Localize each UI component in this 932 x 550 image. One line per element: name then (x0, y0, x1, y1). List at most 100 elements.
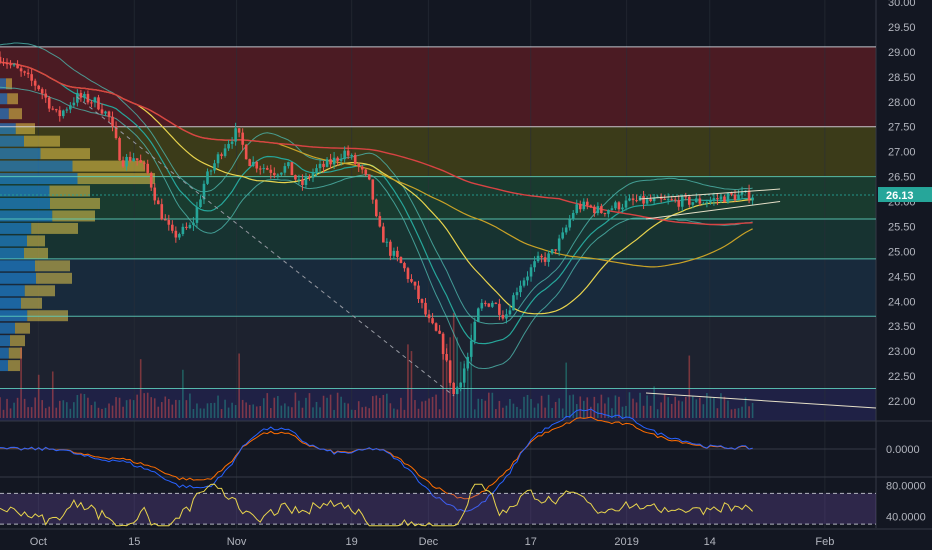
horizontal-levels[interactable] (0, 46, 876, 390)
volume-profile-up (0, 93, 8, 105)
volume-bar (677, 400, 680, 418)
volume-bar (561, 408, 564, 418)
indicator-overlays (0, 42, 753, 370)
volume-bar (44, 408, 47, 418)
candle-body (438, 330, 441, 334)
price-tick-label: 27.50 (888, 122, 916, 134)
volume-bar (417, 408, 420, 418)
rsi-line (0, 483, 753, 527)
candle-body (631, 198, 635, 201)
volume-bar (393, 408, 395, 418)
volume-bar (357, 401, 360, 418)
time-axis[interactable]: Oct 15 Nov 19 Dec 17 2019 14 Feb (30, 536, 835, 548)
candle-body (332, 157, 336, 165)
candle-body (360, 166, 364, 170)
candle-body (297, 179, 301, 181)
candle-body (227, 143, 230, 149)
channel-upper-line[interactable] (639, 188, 781, 200)
volume-profile-up (0, 210, 53, 222)
volume-bar (108, 403, 110, 418)
volume-bar (189, 393, 191, 418)
volume-bar (129, 399, 131, 418)
volume-bar (716, 408, 719, 418)
candle-body (280, 172, 283, 175)
candle-body (420, 299, 424, 303)
candle-body (603, 213, 607, 215)
candle-body (37, 85, 40, 90)
last-price-label: 26.13 (886, 190, 914, 202)
volume-bar (695, 399, 698, 418)
candle-body (673, 199, 677, 201)
price-tick-label: 24.00 (888, 296, 916, 308)
candle-body (702, 203, 705, 205)
volume-profile-down (15, 322, 30, 334)
volume-bar (104, 407, 107, 418)
price-zone (0, 258, 876, 317)
volume-bar (389, 403, 392, 418)
volume-bar (653, 386, 655, 418)
volume-bar (284, 403, 286, 418)
ma-long-line (0, 61, 753, 226)
volume-bar (632, 398, 634, 418)
volume-bar (30, 407, 33, 418)
volume-profile-down (35, 260, 70, 272)
dashed-trend-line[interactable] (76, 96, 455, 397)
candle-body (107, 111, 111, 117)
candle-body (751, 197, 754, 201)
candle-body (498, 303, 501, 315)
price-axis[interactable]: 30.00 29.50 29.00 28.50 28.00 27.50 27.00 26.50… (878, 0, 932, 523)
volume-bar (386, 393, 388, 418)
candle-body (529, 267, 533, 277)
volume-profile-down (7, 93, 18, 105)
candle-body (33, 80, 37, 86)
candle-body (684, 196, 688, 198)
candle-body (86, 93, 90, 103)
volume-bar (90, 405, 93, 418)
volume-trend-line[interactable] (645, 392, 877, 409)
volume-bar (600, 394, 603, 418)
volume-bar (456, 337, 458, 418)
candle-body (730, 192, 733, 195)
volume-profile-down (10, 335, 25, 347)
candle-body (209, 170, 213, 172)
volume-bar (227, 407, 230, 418)
candle-body (452, 382, 455, 394)
volume-profile-up (0, 347, 9, 359)
candle-body (396, 250, 399, 257)
candle-body (322, 163, 325, 167)
candle-body (670, 199, 674, 201)
candle-body (181, 226, 185, 235)
volume-bar (551, 407, 553, 418)
candle-body (367, 174, 371, 180)
volume-bar (122, 406, 124, 418)
volume-bar (382, 394, 385, 418)
volume-bar (502, 407, 504, 418)
volume-profile-up (0, 198, 50, 209)
candle-body (726, 192, 730, 203)
channel-lower-line[interactable] (645, 201, 781, 220)
volume-bar (604, 403, 606, 418)
candle-body (111, 116, 114, 126)
drawings[interactable] (76, 96, 877, 409)
candle-body (97, 97, 100, 110)
volume-bar (13, 402, 15, 418)
volume-bar (706, 393, 708, 418)
candle-body (364, 169, 368, 175)
volume-bar (287, 406, 290, 418)
volume-bar (684, 397, 687, 418)
volume-bar (6, 398, 8, 418)
price-tick-label: 23.50 (888, 321, 916, 333)
candle-body (44, 93, 48, 98)
candle-body (698, 198, 702, 204)
volume-bar (614, 395, 617, 418)
candle-body (505, 314, 508, 319)
volume-bar (37, 374, 40, 418)
candle-body (522, 280, 526, 286)
candle-body (244, 144, 248, 160)
volume-profile-up (0, 148, 41, 160)
volume-bar (340, 396, 342, 418)
volume-bar (206, 403, 209, 418)
volume-profile-up (0, 135, 24, 147)
volume-bar (55, 407, 58, 418)
